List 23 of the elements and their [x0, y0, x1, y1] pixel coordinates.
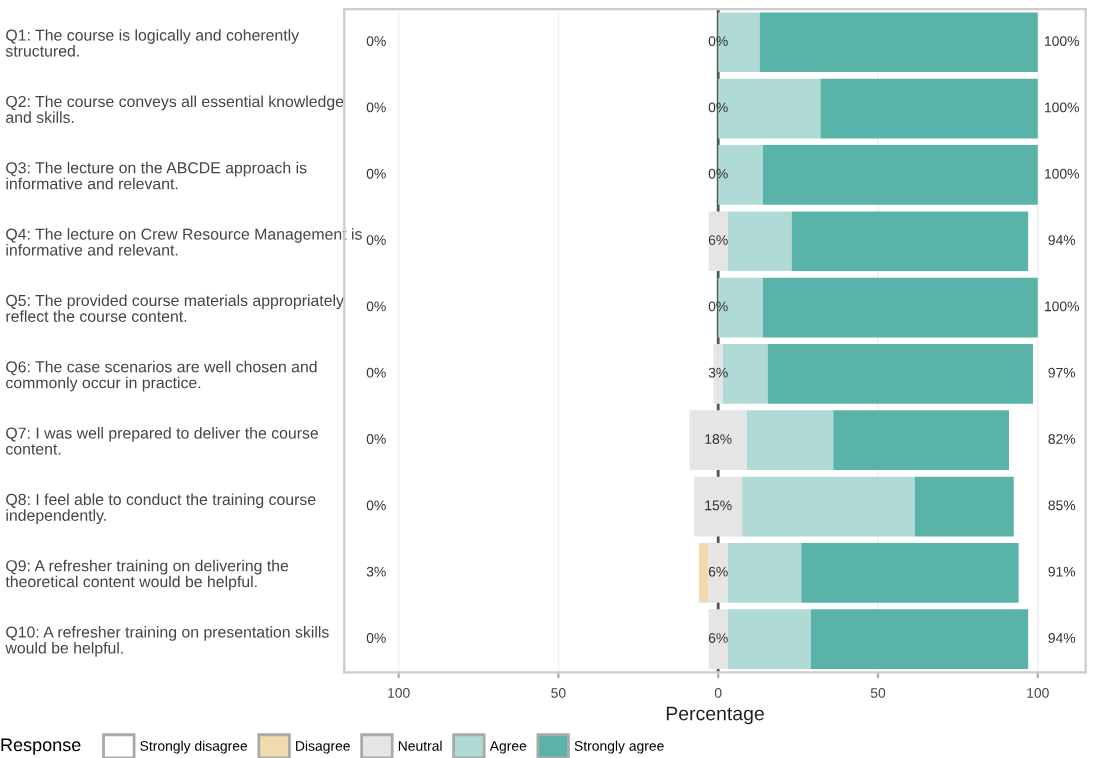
bar [791, 211, 1029, 272]
bar [727, 211, 792, 272]
bar [727, 609, 811, 670]
bar [727, 543, 802, 603]
bar [914, 476, 1014, 537]
legend-title: Response [1, 738, 81, 755]
bar [767, 344, 1033, 404]
bar [746, 410, 834, 471]
x-axis-title: Percentage [666, 706, 764, 725]
bar [694, 476, 743, 537]
bar [708, 609, 728, 670]
bar [708, 211, 728, 272]
bar [762, 277, 1038, 338]
bar [742, 476, 915, 537]
bar [820, 78, 1038, 139]
bar [762, 145, 1038, 205]
bar [801, 543, 1019, 603]
bar [708, 543, 728, 603]
bar [699, 543, 709, 603]
bar [810, 609, 1029, 670]
bar [759, 12, 1038, 73]
bar [689, 410, 747, 471]
bar [833, 410, 1009, 471]
